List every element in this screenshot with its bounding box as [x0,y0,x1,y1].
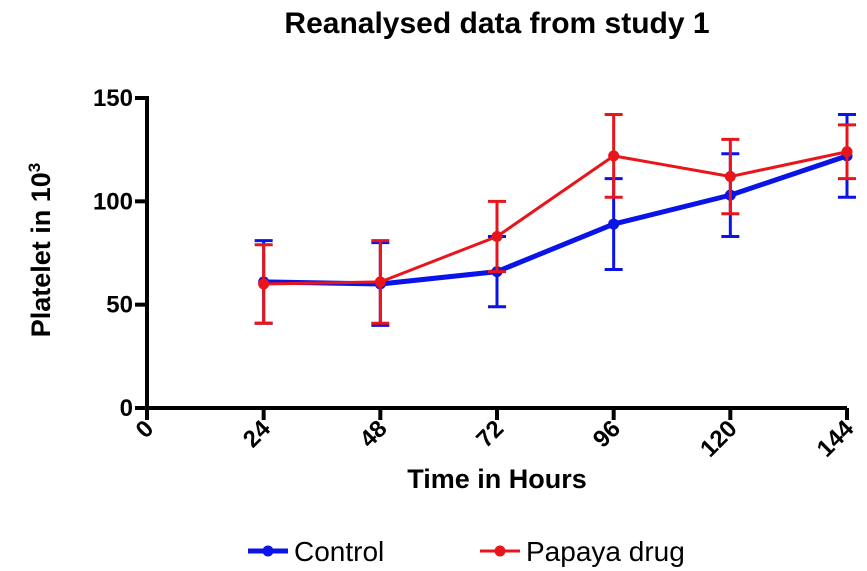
series-control [254,113,856,327]
data-point [841,146,853,158]
legend-marker [262,545,274,557]
chart-title: Reanalysed data from study 1 [284,7,709,40]
y-tick-label: 50 [106,292,133,319]
x-tick-label: 144 [812,415,860,463]
data-point [724,171,736,183]
x-tick-label: 24 [238,415,276,453]
x-axis-label: Time in Hours [407,464,587,494]
legend-marker [494,545,506,557]
legend: Control Papaya drug [248,536,685,567]
legend-label: Control [294,536,384,567]
legend-item: Control [248,536,384,567]
x-tick-label: 0 [131,415,160,444]
y-tick-label: 0 [120,395,133,422]
data-point [608,218,620,230]
legend-item: Papaya drug [480,536,685,567]
y-axis-label-text: Platelet in 10 [26,172,56,337]
data-point [258,278,270,290]
series-line [263,153,848,287]
series-line [263,150,848,286]
y-axis-label-superscript: 3 [25,163,44,172]
series-papaya-drug [254,113,856,325]
series-layer [254,113,856,327]
data-point [374,276,386,288]
data-point [608,150,620,162]
x-tick-label: 72 [471,415,509,453]
x-tick-label: 48 [355,415,393,453]
x-tick-label: 120 [695,415,742,462]
y-axis-label: Platelet in 103 [25,163,56,338]
legend-label: Papaya drug [526,536,685,567]
x-tick-label: 96 [588,415,626,453]
y-tick-label: 150 [93,85,133,112]
data-point [491,230,503,242]
y-tick-label: 100 [93,188,133,215]
